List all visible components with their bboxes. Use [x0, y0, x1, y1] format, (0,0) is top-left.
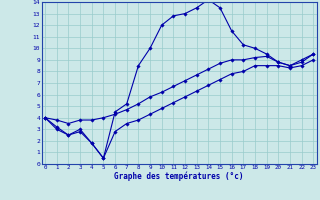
X-axis label: Graphe des températures (°c): Graphe des températures (°c) [115, 172, 244, 181]
